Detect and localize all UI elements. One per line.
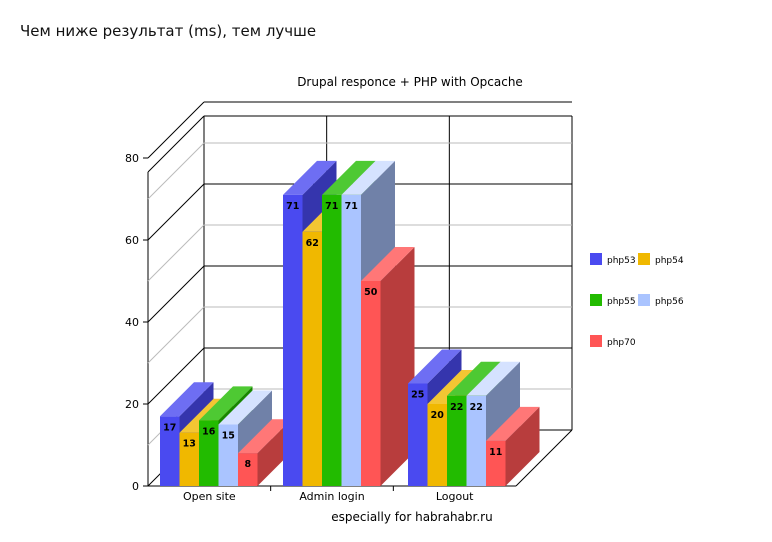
gridline-side	[147, 265, 205, 323]
data-label: 11	[489, 447, 502, 458]
bar-top-php56	[466, 361, 520, 396]
legend-label-php53: php53	[607, 256, 636, 266]
bar-top-php70	[486, 406, 540, 441]
chart-legend: php53 php54 php55 php56 php70	[590, 253, 684, 348]
data-label: 50	[364, 287, 378, 298]
data-label: 13	[183, 439, 196, 450]
bar-top-php56	[341, 160, 395, 195]
bar-top-php53	[408, 349, 462, 384]
bar-top-php55	[447, 361, 501, 396]
y-tick-label: 80	[125, 152, 139, 165]
chart-footer: especially for habrahabr.ru	[331, 510, 492, 524]
bar-php56	[218, 424, 238, 486]
bar-php56	[466, 395, 486, 486]
x-tick-label: Admin login	[299, 490, 364, 503]
bar-php53	[408, 383, 428, 486]
legend-swatch-php70	[590, 335, 602, 347]
data-label: 16	[202, 426, 216, 437]
bar-side-php70	[505, 406, 540, 486]
y-tick-label: 20	[125, 398, 139, 411]
gridline-side	[147, 142, 205, 200]
gridline-side	[147, 347, 205, 405]
bar-top-php55	[199, 386, 253, 421]
bar-php53	[283, 194, 303, 486]
x-tick-label: Logout	[436, 490, 474, 503]
data-label: 62	[306, 238, 319, 249]
bar-php54	[179, 432, 199, 486]
floor-right-edge	[515, 429, 573, 487]
legend-label-php70: php70	[607, 338, 636, 348]
data-label: 17	[163, 422, 176, 433]
bar-top-php70	[238, 419, 292, 454]
bar-php54	[302, 231, 322, 486]
legend-swatch-php56	[638, 294, 650, 306]
data-label: 8	[244, 459, 251, 470]
data-label: 71	[325, 201, 338, 212]
bar-top-php53	[160, 382, 214, 417]
legend-label-php54: php54	[655, 256, 684, 266]
page-heading: Чем ниже результат (ms), тем лучше	[20, 22, 317, 40]
bar-top-php70	[361, 247, 415, 281]
y-tick-label: 0	[132, 480, 139, 493]
data-label: 15	[222, 431, 235, 442]
bar-php53	[160, 416, 180, 486]
gridline-side	[147, 306, 205, 364]
chart-title: Drupal responce + PHP with Opcache	[297, 75, 523, 89]
bar-php55	[199, 420, 219, 486]
legend-label-php56: php56	[655, 297, 684, 307]
bar-php70	[361, 281, 381, 486]
gridline-side	[147, 183, 205, 241]
side-wall-top-edge	[147, 115, 205, 173]
bar-top-php53	[283, 160, 337, 195]
bar-php54	[427, 404, 447, 486]
bar-php55	[447, 395, 467, 486]
legend-label-php55: php55	[607, 297, 636, 307]
y-tick-label: 40	[125, 316, 139, 329]
bar-php70	[238, 453, 258, 486]
data-label: 22	[470, 402, 483, 413]
data-label: 20	[431, 410, 445, 421]
bar-php55	[322, 194, 342, 486]
gridline-side	[147, 101, 205, 159]
bar-top-php56	[218, 390, 272, 425]
chart-labels: 0 20 40 60 80 Open site 17 13 16 15 8 Admin login 71…	[125, 152, 502, 503]
legend-swatch-php55	[590, 294, 602, 306]
data-label: 71	[345, 201, 358, 212]
chart-bars	[160, 160, 540, 487]
bar-php56	[341, 194, 361, 486]
bar-php70	[486, 440, 506, 486]
legend-swatch-php53	[590, 253, 602, 265]
bar-top-php55	[322, 160, 376, 195]
data-label: 71	[286, 201, 299, 212]
data-label: 22	[450, 402, 463, 413]
gridline-side	[147, 224, 205, 282]
y-tick-label: 60	[125, 234, 139, 247]
data-label: 25	[411, 390, 424, 401]
bar-side-php70	[380, 247, 415, 486]
legend-swatch-php54	[638, 253, 650, 265]
x-tick-label: Open site	[183, 490, 236, 503]
